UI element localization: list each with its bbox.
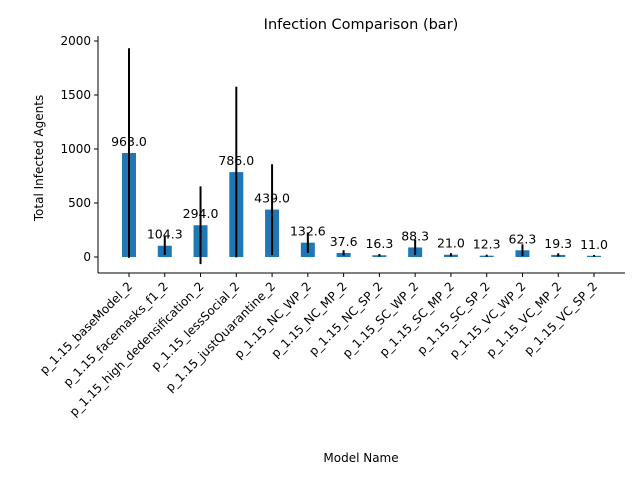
x-ticks-group: p_1.15_baseModel_2p_1.15_facemasks_f1_2p… [37, 273, 600, 419]
data-label: 439.0 [254, 191, 290, 206]
data-label: 104.3 [147, 227, 183, 242]
data-label: 21.0 [437, 236, 465, 251]
x-axis-label: Model Name [323, 451, 398, 465]
data-label: 37.6 [330, 234, 358, 249]
y-tick-label: 2000 [60, 34, 91, 48]
data-label: 88.3 [401, 228, 429, 243]
data-label: 294.0 [183, 206, 219, 221]
data-label: 62.3 [509, 231, 537, 246]
y-tick-label: 500 [68, 196, 91, 210]
chart-title: Infection Comparison (bar) [264, 17, 459, 33]
data-label: 16.3 [365, 236, 393, 251]
data-label: 132.6 [290, 224, 326, 239]
data-label: 786.0 [218, 153, 254, 168]
y-axis-label: Total Infected Agents [32, 95, 46, 222]
x-tick-label: p_1.15_high_dedensification_2 [67, 279, 207, 419]
data-label: 19.3 [544, 236, 572, 251]
y-ticks-group: 0 500 1000 1500 2000 [60, 34, 98, 264]
y-tick-label: 0 [83, 250, 91, 264]
data-label: 12.3 [473, 237, 501, 252]
data-label: 11.0 [580, 237, 608, 252]
y-tick-label: 1000 [60, 142, 91, 156]
error-bars-group [128, 48, 595, 265]
data-label: 963.0 [111, 134, 147, 149]
y-tick-label: 1500 [60, 88, 91, 102]
